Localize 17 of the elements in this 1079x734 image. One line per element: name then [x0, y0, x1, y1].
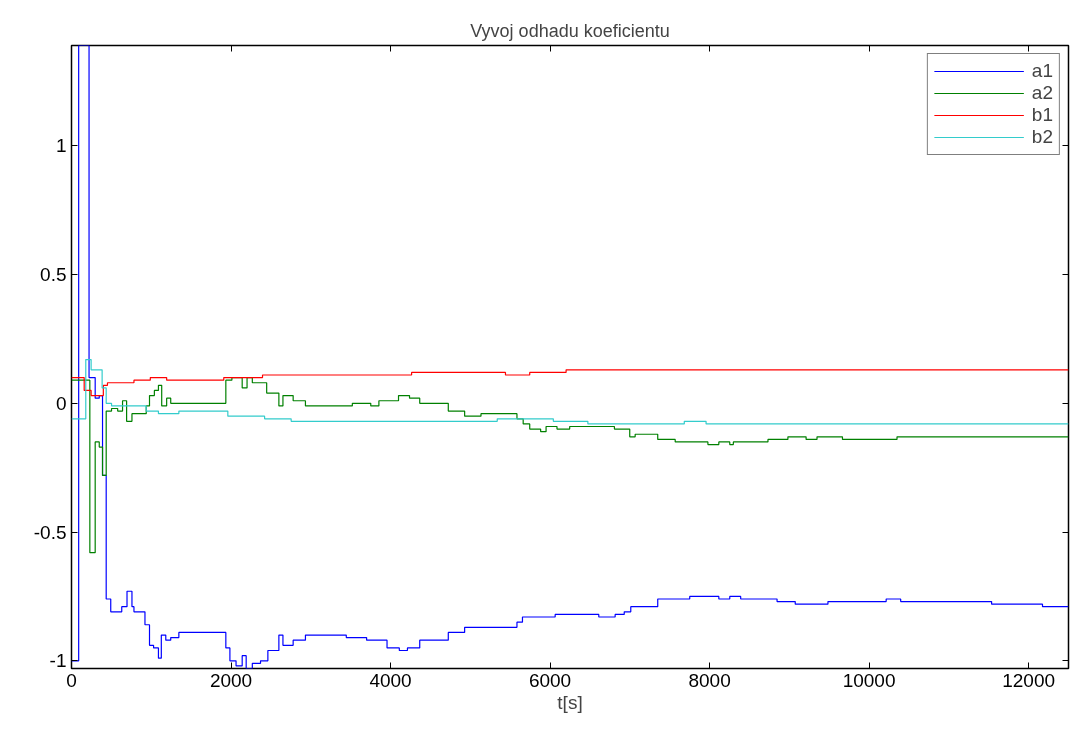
x-tick-label: 2000 — [209, 669, 253, 691]
y-tick-label: 0.5 — [40, 264, 67, 286]
x-axis-title: t[s] — [557, 691, 583, 713]
x-tick-label: 12000 — [1002, 669, 1056, 691]
y-tick-label: -1 — [49, 650, 67, 672]
y-tick-label: -0.5 — [33, 521, 67, 543]
x-tick-label: 10000 — [842, 669, 896, 691]
chart-title: Vyvoj odhadu koeficientu — [470, 20, 670, 41]
legend-label: a2 — [1031, 82, 1053, 104]
legend-label: b2 — [1031, 126, 1053, 148]
legend-label: b1 — [1031, 104, 1053, 126]
y-tick-label: 0 — [55, 392, 67, 414]
x-tick-label: 6000 — [528, 669, 572, 691]
x-tick-label: 8000 — [688, 669, 731, 691]
legend-label: a1 — [1031, 60, 1053, 82]
x-tick-label: 4000 — [369, 669, 412, 691]
y-tick-label: 1 — [55, 135, 67, 157]
